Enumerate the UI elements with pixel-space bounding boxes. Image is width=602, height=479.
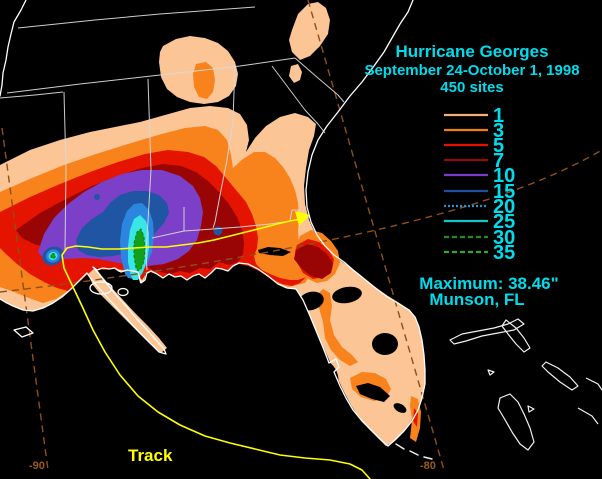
rain-region-1in-carolinas xyxy=(289,2,330,60)
gulf-atlantic-coastline xyxy=(0,0,426,447)
bahamas-islands xyxy=(449,318,602,451)
legend-row: 3 xyxy=(444,120,504,142)
dry-hole xyxy=(393,403,407,413)
track-arrowhead xyxy=(295,211,310,226)
border-tn-south xyxy=(6,57,296,94)
legend-value-10: 10 xyxy=(493,165,515,187)
island-eleuthera xyxy=(541,361,579,391)
island-andros xyxy=(497,393,535,451)
rain-region-7in-bigbend xyxy=(294,244,333,279)
legend-row: 20 xyxy=(444,196,515,218)
florida-keys xyxy=(395,443,433,460)
dry-hole xyxy=(311,359,339,391)
legend-row: 10 xyxy=(444,165,515,187)
legend-value-15: 15 xyxy=(493,181,515,203)
legend-row: 7 xyxy=(444,150,504,172)
border-ms-west xyxy=(63,91,67,251)
legend-row: 5 xyxy=(444,135,504,157)
title-line3: 450 sites xyxy=(440,79,503,96)
border-ga-sc xyxy=(271,65,326,134)
legend-value-1: 1 xyxy=(493,105,504,127)
coastline xyxy=(0,0,426,447)
hurricane-track xyxy=(61,211,371,479)
lon-label-90w: -90 xyxy=(29,460,45,472)
marsh-islet xyxy=(13,326,34,338)
track-label: Track xyxy=(128,446,173,465)
meridian-90w xyxy=(1,127,49,471)
legend-value-30: 30 xyxy=(493,227,515,249)
dry-hole xyxy=(372,333,398,355)
title-line2: September 24-October 1, 1998 xyxy=(364,62,579,79)
border-al-ga xyxy=(212,63,236,229)
rain-spot-15in xyxy=(213,226,223,236)
island-edge xyxy=(577,407,599,425)
border-nc-sc xyxy=(294,57,345,103)
rain-spot-30in-louisiana xyxy=(50,253,56,259)
legend-row: 15 xyxy=(444,181,515,203)
lon-label-80w: -80 xyxy=(420,460,436,472)
legend-value-7: 7 xyxy=(493,150,504,172)
meridian-80w xyxy=(307,0,445,471)
legend-value-5: 5 xyxy=(493,135,504,157)
legend-value-3: 3 xyxy=(493,120,504,142)
border-ms-al xyxy=(145,78,152,271)
dry-hole xyxy=(298,291,324,311)
rain-spot-15in xyxy=(94,194,100,200)
island-cay xyxy=(487,369,495,376)
island-edge xyxy=(585,377,602,391)
maximum-value: Maximum: 38.46" xyxy=(419,274,558,293)
title-line1: Hurricane Georges xyxy=(395,42,548,61)
legend-row: 30 xyxy=(444,227,515,249)
maximum-location: Munson, FL xyxy=(429,290,524,309)
dry-hole xyxy=(356,383,390,402)
map-title: Hurricane Georges September 24-October 1… xyxy=(364,42,579,96)
dry-hole xyxy=(332,286,362,304)
island-cay xyxy=(527,405,535,413)
legend-value-20: 20 xyxy=(493,196,515,218)
legend-row: 25 xyxy=(444,211,515,233)
dry-holes xyxy=(258,247,407,413)
rain-region-1in-small xyxy=(289,64,302,83)
rain-region-3in-tennessee-core xyxy=(193,62,215,99)
mississippi-river xyxy=(0,0,27,97)
legend-row: 1 xyxy=(444,105,504,127)
border-ar-la xyxy=(0,91,64,99)
legend-row: 35 xyxy=(444,242,515,264)
keys-dashes xyxy=(395,443,433,460)
legend: 1 3 5 7 10 15 20 25 xyxy=(444,105,515,264)
island-abaco xyxy=(501,319,531,353)
rain-region-3in-florida-snake xyxy=(316,289,358,366)
legend-value-35: 35 xyxy=(493,242,515,264)
border-ky-tn xyxy=(17,6,256,29)
maximum-label: Maximum: 38.46" Munson, FL xyxy=(419,274,558,309)
legend-value-25: 25 xyxy=(493,211,515,233)
island-grand-bahama xyxy=(449,318,525,345)
track-line xyxy=(61,218,371,479)
coastal-lake xyxy=(117,287,129,297)
lake-pontchartrain xyxy=(89,281,113,295)
state-borders xyxy=(0,6,345,271)
